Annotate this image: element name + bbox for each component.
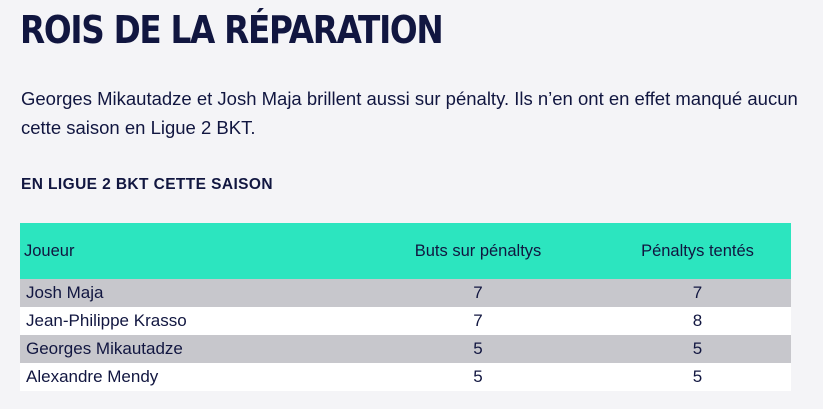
penalty-goals: 5: [473, 367, 483, 386]
penalty-goals: 7: [473, 283, 483, 302]
player-name: Georges Mikautadze: [26, 339, 183, 358]
intro-paragraph: Georges Mikautadze et Josh Maja brillent…: [21, 88, 798, 138]
penalty-attempts: 7: [692, 283, 703, 302]
penalty-goals: 7: [473, 311, 483, 330]
player-name: Alexandre Mendy: [26, 367, 159, 386]
penalty-attempts: 8: [692, 311, 703, 330]
header-player: Joueur: [24, 241, 75, 260]
section-label: EN LIGUE 2 BKT CETTE SAISON: [21, 176, 273, 193]
penalty-attempts: 5: [692, 367, 703, 386]
table-row: Georges Mikautadze 5 5: [20, 335, 791, 363]
table-row: Jean-Philippe Krasso 7 8: [20, 307, 791, 335]
header-penalty-goals: Buts sur pénaltys: [414, 241, 542, 260]
header-penalty-attempts: Pénaltys tentés: [641, 241, 754, 260]
page-title: ROIS DE LA RÉPARATION: [20, 8, 444, 52]
table-row: Josh Maja 7 7: [20, 279, 791, 307]
penalty-attempts: 5: [692, 339, 703, 358]
penalty-goals: 5: [473, 339, 483, 358]
penalty-stats-table: Joueur Buts sur pénaltys Pénaltys tentés…: [20, 223, 791, 391]
player-name: Josh Maja: [26, 283, 104, 302]
player-name: Jean-Philippe Krasso: [26, 311, 187, 330]
table-header-row: Joueur Buts sur pénaltys Pénaltys tentés: [20, 223, 791, 279]
table-row: Alexandre Mendy 5 5: [20, 363, 791, 391]
